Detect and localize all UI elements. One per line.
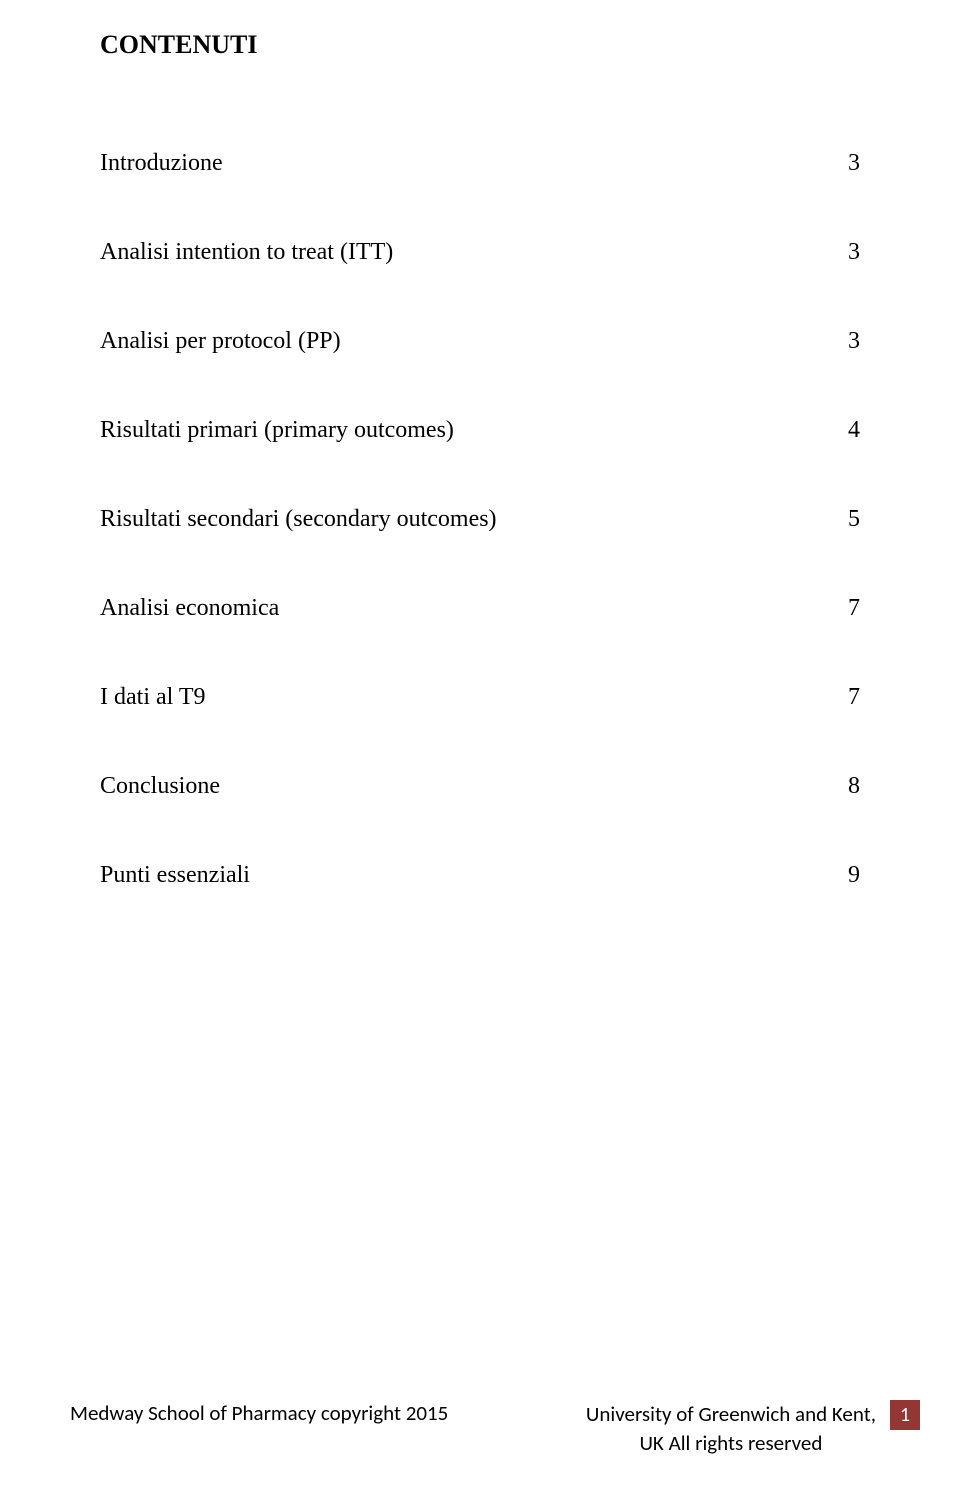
footer-right: University of Greenwich and Kent, UK All…: [586, 1400, 920, 1457]
toc-label: Analisi intention to treat (ITT): [100, 239, 393, 266]
toc-row: Conclusione 8: [100, 773, 860, 800]
toc-page: 7: [848, 595, 860, 622]
page-number-badge: 1: [890, 1400, 920, 1430]
toc-label: Conclusione: [100, 773, 220, 800]
toc-page: 9: [848, 862, 860, 889]
toc-row: Analisi per protocol (PP) 3: [100, 328, 860, 355]
toc-page: 3: [848, 239, 860, 266]
toc-label: I dati al T9: [100, 684, 206, 711]
toc-label: Risultati secondari (secondary outcomes): [100, 506, 497, 533]
toc-row: Analisi economica 7: [100, 595, 860, 622]
toc-row: Analisi intention to treat (ITT) 3: [100, 239, 860, 266]
toc-label: Analisi per protocol (PP): [100, 328, 341, 355]
toc-page: 3: [848, 150, 860, 177]
footer-right-text: University of Greenwich and Kent, UK All…: [586, 1400, 876, 1457]
toc-row: Risultati primari (primary outcomes) 4: [100, 417, 860, 444]
toc-page: 7: [848, 684, 860, 711]
toc-label: Analisi economica: [100, 595, 279, 622]
toc-row: Punti essenziali 9: [100, 862, 860, 889]
toc-label: Punti essenziali: [100, 862, 250, 889]
toc-row: I dati al T9 7: [100, 684, 860, 711]
page-content: CONTENUTI Introduzione 3 Analisi intenti…: [0, 0, 960, 889]
footer-right-line2: UK All rights reserved: [586, 1429, 876, 1457]
toc-row: Risultati secondari (secondary outcomes)…: [100, 506, 860, 533]
toc-page: 4: [848, 417, 860, 444]
footer-left-text: Medway School of Pharmacy copyright 2015: [70, 1400, 448, 1426]
toc-page: 3: [848, 328, 860, 355]
toc-page: 8: [848, 773, 860, 800]
toc-label: Introduzione: [100, 150, 223, 177]
footer-right-line1: University of Greenwich and Kent,: [586, 1400, 876, 1428]
page-footer: Medway School of Pharmacy copyright 2015…: [0, 1400, 960, 1457]
toc-page: 5: [848, 506, 860, 533]
section-heading: CONTENUTI: [100, 30, 860, 60]
toc-row: Introduzione 3: [100, 150, 860, 177]
toc-label: Risultati primari (primary outcomes): [100, 417, 454, 444]
